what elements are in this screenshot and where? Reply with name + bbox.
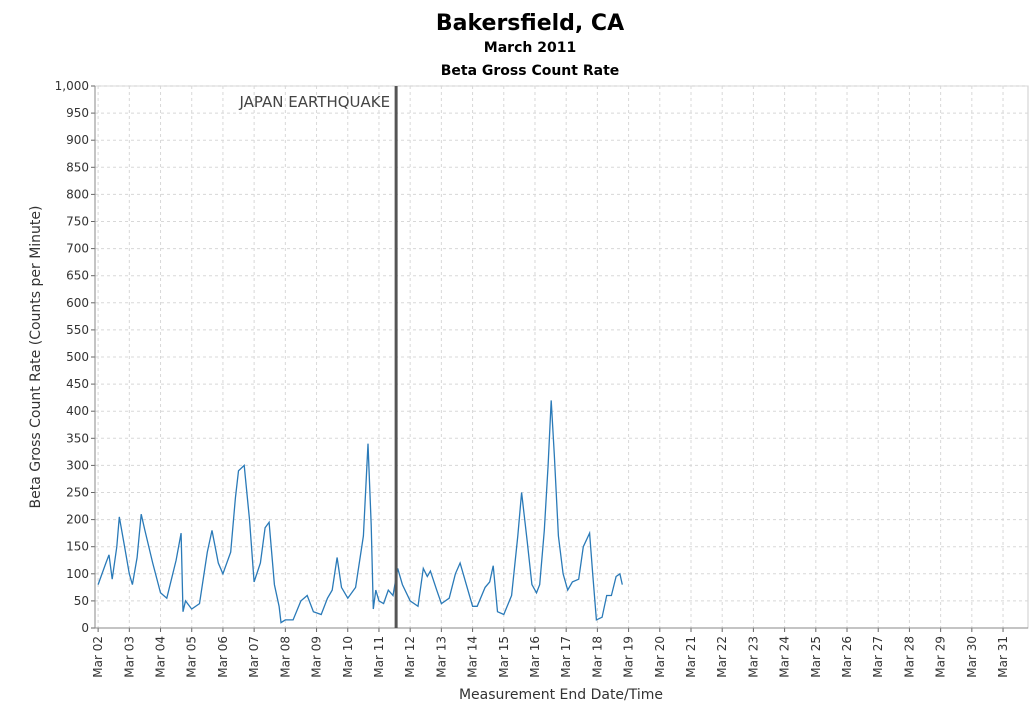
y-tick-label: 150 [66, 540, 89, 554]
x-tick-label: Mar 10 [341, 636, 355, 678]
y-tick-label: 600 [66, 296, 89, 310]
x-tick-label: Mar 18 [590, 636, 604, 678]
x-tick-label: Mar 28 [902, 636, 916, 678]
y-tick-label: 0 [81, 621, 89, 635]
y-tick-label: 250 [66, 486, 89, 500]
x-tick-label: Mar 13 [434, 636, 448, 678]
x-tick-label: Mar 25 [809, 636, 823, 678]
y-tick-label: 200 [66, 513, 89, 527]
x-tick-label: Mar 11 [372, 636, 386, 678]
annotation: JAPAN EARTHQUAKE [238, 93, 390, 111]
y-axis-label: Beta Gross Count Rate (Counts per Minute… [28, 206, 44, 509]
x-axis-label: Measurement End Date/Time [459, 687, 663, 703]
x-tick-label: Mar 04 [154, 636, 168, 678]
x-tick-label: Mar 30 [965, 636, 979, 678]
x-tick-label: Mar 23 [746, 636, 760, 678]
x-tick-label: Mar 26 [840, 636, 854, 678]
y-tick-label: 100 [66, 567, 89, 581]
x-tick-label: Mar 08 [278, 636, 292, 678]
y-tick-label: 400 [66, 404, 89, 418]
y-tick-label: 350 [66, 431, 89, 445]
y-tick-label: 550 [66, 323, 89, 337]
y-tick-label: 950 [66, 106, 89, 120]
x-tick-label: Mar 19 [622, 636, 636, 678]
x-tick-label: Mar 20 [653, 636, 667, 678]
y-tick-label: 750 [66, 215, 89, 229]
x-tick-label: Mar 24 [778, 636, 792, 678]
x-tick-label: Mar 02 [91, 636, 105, 678]
x-tick-label: Mar 12 [403, 636, 417, 678]
x-tick-label: Mar 17 [559, 636, 573, 678]
x-tick-label: Mar 31 [996, 636, 1010, 678]
chart-subtitle: March 2011 [484, 40, 576, 56]
x-tick-label: Mar 07 [247, 636, 261, 678]
y-tick-label: 300 [66, 458, 89, 472]
y-tick-label: 50 [74, 594, 89, 608]
x-tick-label: Mar 16 [528, 636, 542, 678]
x-tick-label: Mar 21 [684, 636, 698, 678]
chart-title: Bakersfield, CA [436, 11, 624, 36]
y-tick-label: 850 [66, 160, 89, 174]
y-tick-label: 700 [66, 242, 89, 256]
x-tick-label: Mar 03 [122, 636, 136, 678]
x-tick-label: Mar 09 [310, 636, 324, 678]
chart-subtitle: Beta Gross Count Rate [441, 63, 620, 79]
data-line [97, 400, 623, 624]
y-tick-label: 650 [66, 269, 89, 283]
x-tick-label: Mar 14 [466, 636, 480, 678]
y-tick-label: 500 [66, 350, 89, 364]
y-tick-label: 900 [66, 133, 89, 147]
x-tick-label: Mar 06 [216, 636, 230, 678]
y-tick-label: 800 [66, 187, 89, 201]
x-tick-label: Mar 29 [934, 636, 948, 678]
x-tick-label: Mar 15 [497, 636, 511, 678]
x-tick-label: Mar 27 [871, 636, 885, 678]
y-tick-label: 1,000 [55, 79, 89, 93]
x-tick-label: Mar 22 [715, 636, 729, 678]
y-tick-label: 450 [66, 377, 89, 391]
x-tick-label: Mar 05 [185, 636, 199, 678]
